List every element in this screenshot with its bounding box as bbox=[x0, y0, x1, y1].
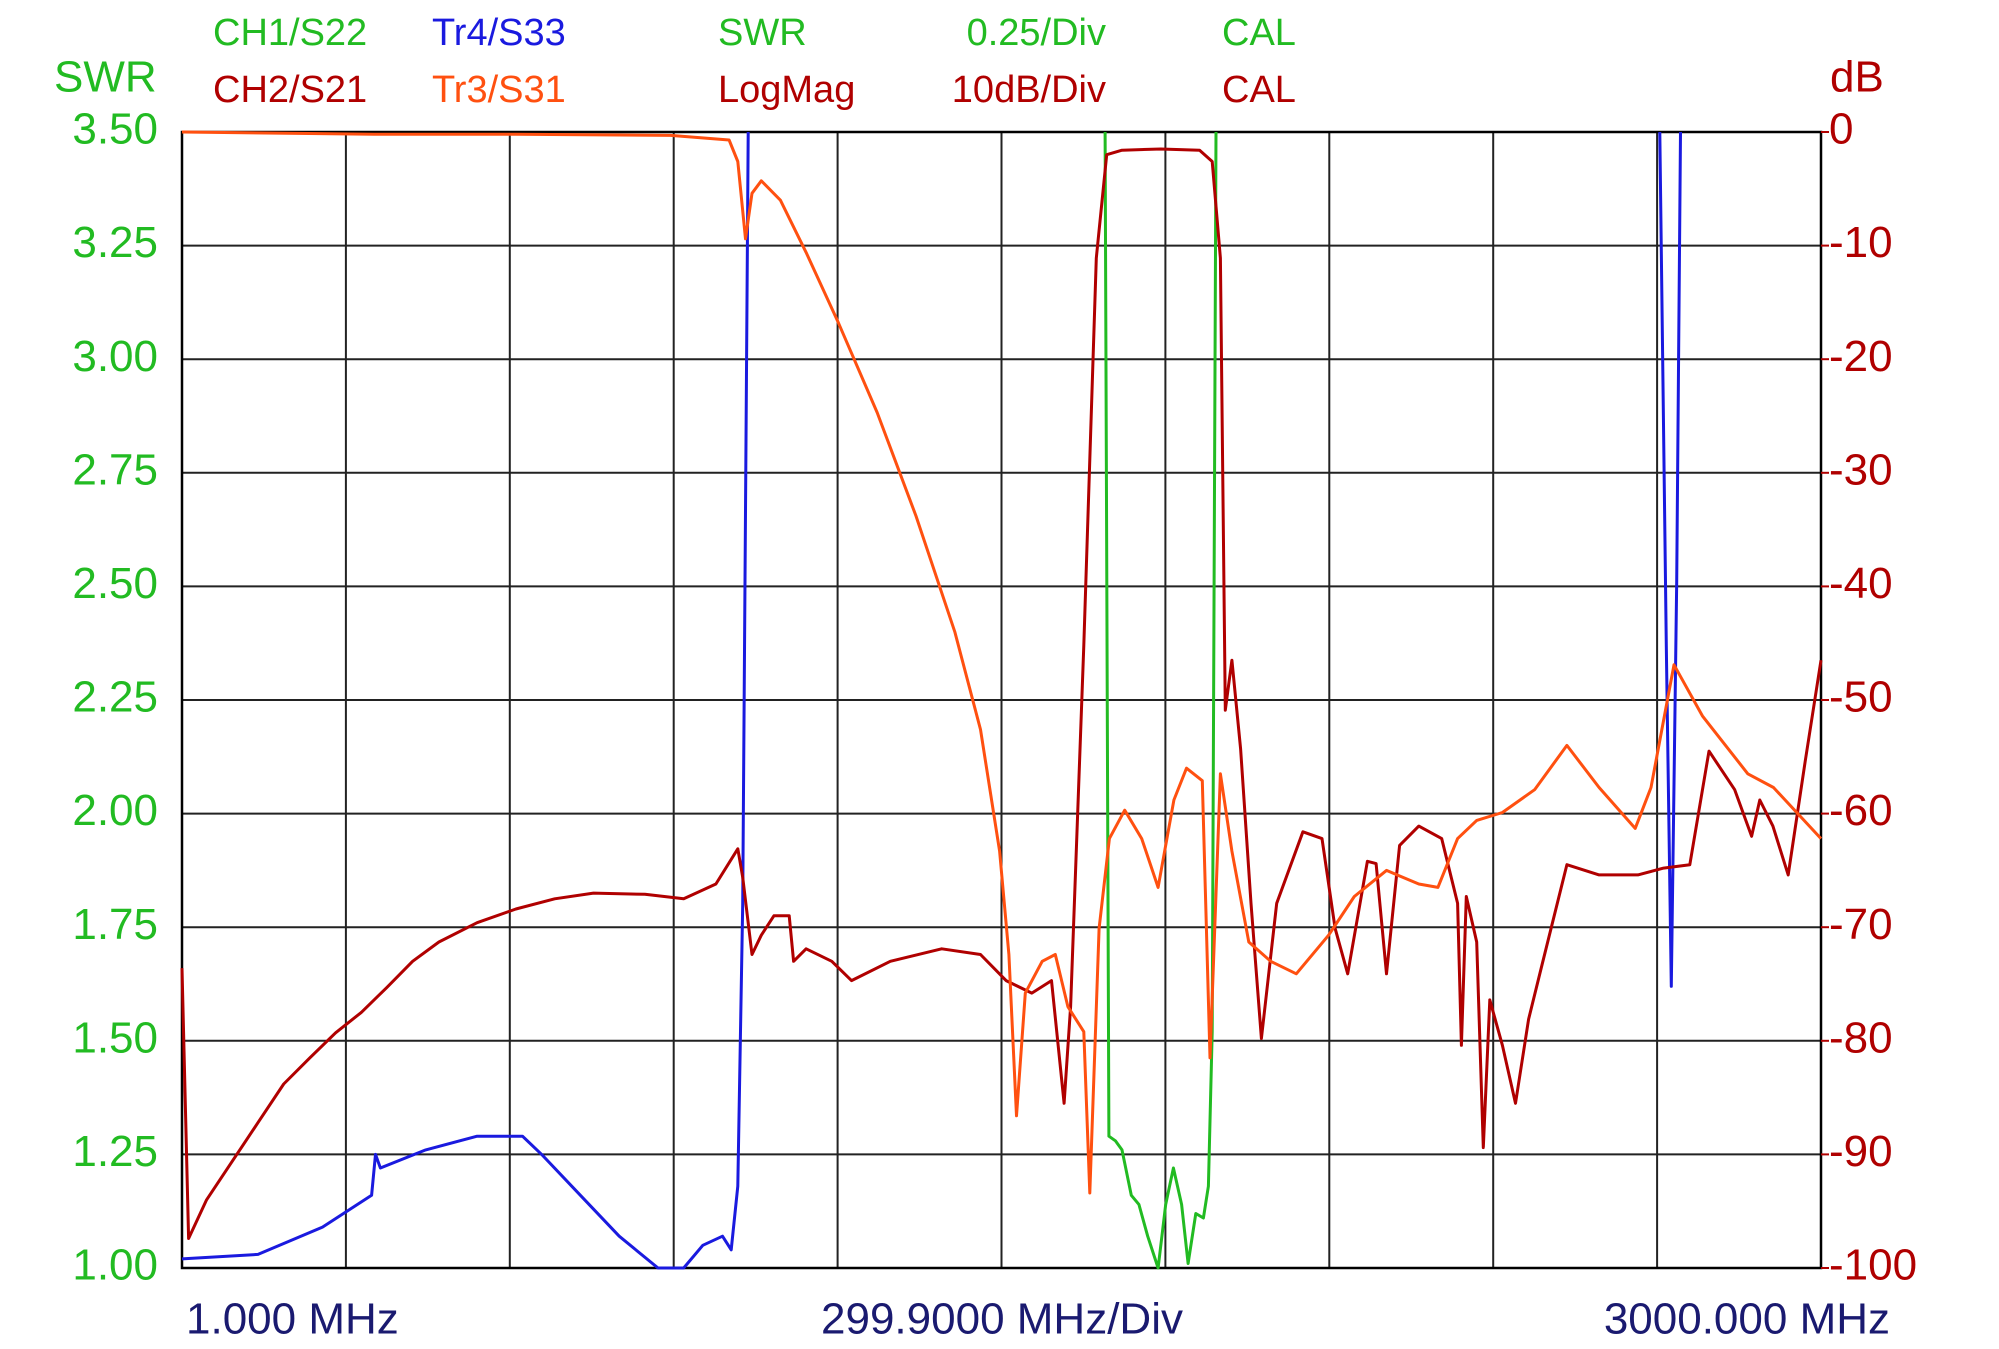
format-label: LogMag bbox=[718, 69, 855, 111]
trace bbox=[180, 147, 1823, 1240]
y2-axis-title: dB bbox=[1830, 53, 1884, 102]
legend-entry: CH1/S22 bbox=[213, 12, 367, 54]
y2-tick-label: -20 bbox=[1829, 332, 1893, 381]
y-tick-label: 3.25 bbox=[72, 218, 158, 267]
trace bbox=[181, 131, 750, 1270]
y-tick-label: 2.25 bbox=[72, 673, 158, 722]
legend-entry: Tr4/S33 bbox=[432, 12, 566, 54]
y-tick-label: 2.00 bbox=[72, 786, 158, 835]
y-axis-title: SWR bbox=[54, 53, 157, 102]
trace bbox=[1658, 131, 1682, 988]
y-tick-label: 1.50 bbox=[72, 1013, 158, 1062]
trace bbox=[181, 130, 1823, 1195]
y2-tick-label: -50 bbox=[1829, 673, 1893, 722]
y2-tick-label: -100 bbox=[1829, 1241, 1917, 1290]
y-tick-label: 2.75 bbox=[72, 445, 158, 494]
y-tick-label: 1.25 bbox=[72, 1127, 158, 1176]
format-label: SWR bbox=[718, 12, 807, 54]
cal-label: CAL bbox=[1222, 12, 1296, 54]
y2-tick-label: -10 bbox=[1829, 218, 1893, 267]
y2-tick-label: -60 bbox=[1829, 786, 1893, 835]
legend-entry: CH2/S21 bbox=[213, 69, 367, 111]
y-tick-label: 3.50 bbox=[72, 105, 158, 154]
y2-tick-label: -70 bbox=[1829, 900, 1893, 949]
y2-tick-label: -80 bbox=[1829, 1013, 1893, 1062]
x-stop-label: 3000.000 MHz bbox=[1604, 1295, 1890, 1344]
x-scale-label: 299.9000 MHz/Div bbox=[821, 1295, 1183, 1344]
y2-tick-label: -90 bbox=[1829, 1127, 1893, 1176]
y2-tick-label: -40 bbox=[1829, 559, 1893, 608]
y2-tick-label: -30 bbox=[1829, 445, 1893, 494]
y-tick-label: 2.50 bbox=[72, 559, 158, 608]
y2-tick-label: 0 bbox=[1829, 105, 1853, 154]
y-tick-label: 1.75 bbox=[72, 900, 158, 949]
cal-label: CAL bbox=[1222, 69, 1296, 111]
y-tick-label: 3.00 bbox=[72, 332, 158, 381]
trace bbox=[1103, 131, 1218, 1270]
scale-label: 0.25/Div bbox=[967, 12, 1106, 54]
x-start-label: 1.000 MHz bbox=[186, 1295, 399, 1344]
y-tick-label: 1.00 bbox=[72, 1241, 158, 1290]
legend-entry: Tr3/S31 bbox=[432, 69, 566, 111]
scale-label: 10dB/Div bbox=[952, 69, 1106, 111]
